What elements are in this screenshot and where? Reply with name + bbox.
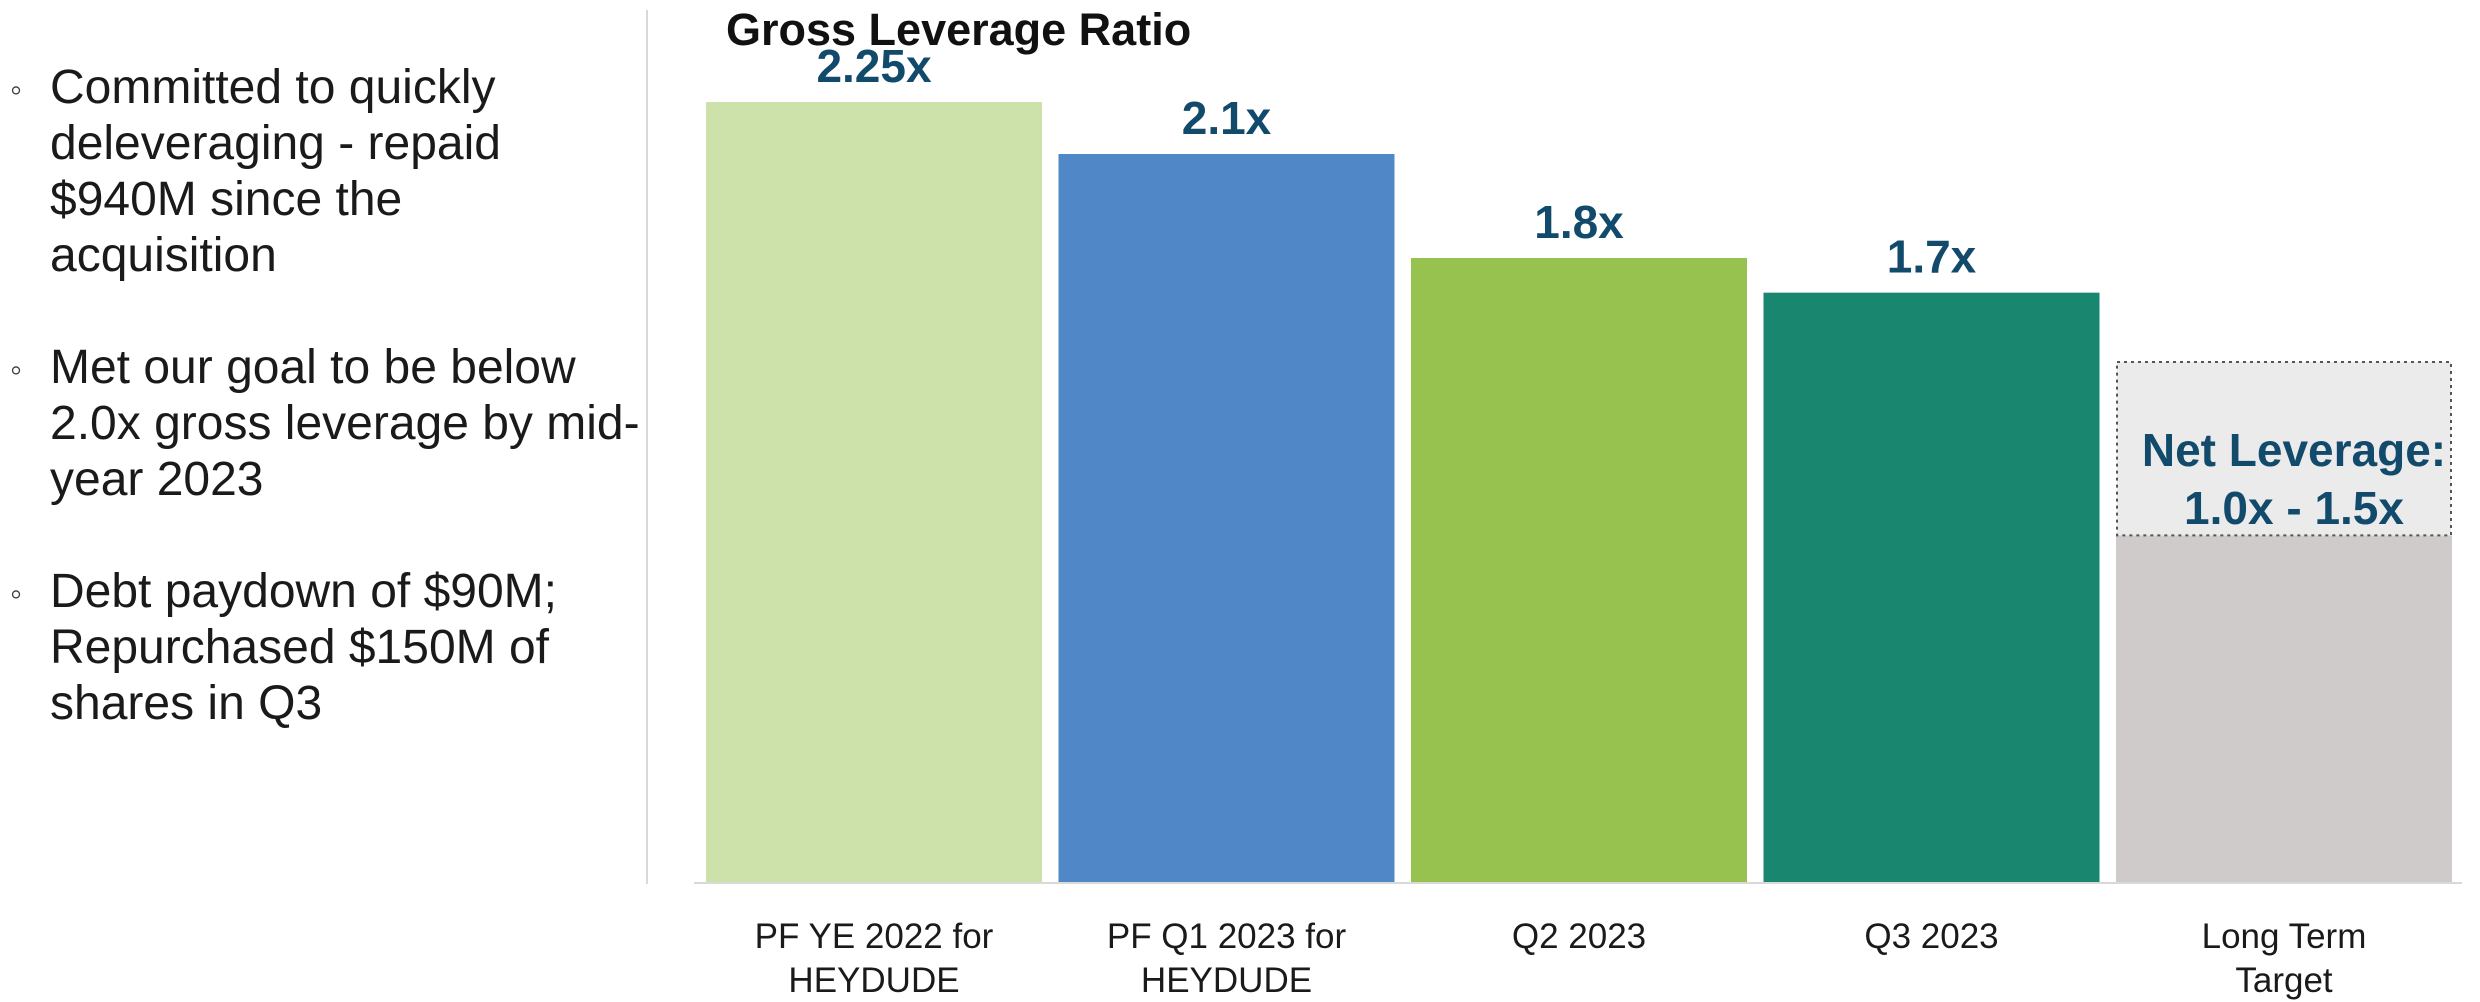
bullet-text: Committed to quickly deleveraging - repa… [50,61,501,282]
bullet-item: ◦ Committed to quickly deleveraging - rep… [0,60,640,284]
bar-2 [1411,258,1747,882]
net-leverage-label: Net Leverage: [2142,424,2446,476]
bullet-marker-icon: ◦ [10,575,23,613]
bullet-text: Debt paydown of $90M; Repurchased $150M … [50,565,557,730]
bar-value-label: 2.1x [1182,92,1272,144]
category-label: Q2 2023 [1512,917,1646,956]
bullet-marker-icon: ◦ [10,71,23,109]
bullet-item: ◦ Debt paydown of $90M; Repurchased $150M… [0,564,640,732]
target-range-box [2116,361,2452,537]
chart-title: Gross Leverage Ratio [726,4,1192,55]
divider [646,10,648,884]
target-bar [2116,535,2452,882]
bar-value-label: 1.8x [1534,196,1624,248]
net-leverage-label: 1.0x - 1.5x [2184,482,2404,534]
category-label: PF Q1 2023 for [1107,917,1347,956]
category-label: HEYDUDE [1141,961,1312,1000]
bullet-marker-icon: ◦ [10,351,23,389]
bar-0 [706,102,1042,882]
bar-value-label: 1.7x [1887,231,1977,283]
bar-3 [1763,292,2100,883]
bar-1 [1058,154,1395,882]
category-label: Target [2235,961,2333,1000]
bar-value-label: 2.25x [816,40,932,92]
bullet-list: ◦ Committed to quickly deleveraging - rep… [0,60,640,788]
category-label: PF YE 2022 for [755,917,994,956]
bullet-text: Met our goal to be below 2.0x gross leve… [50,341,640,506]
category-label: HEYDUDE [788,961,959,1000]
bullet-item: ◦ Met our goal to be below 2.0x gross lev… [0,340,640,508]
category-label: Long Term [2202,917,2367,956]
category-label: Q3 2023 [1864,917,1998,956]
